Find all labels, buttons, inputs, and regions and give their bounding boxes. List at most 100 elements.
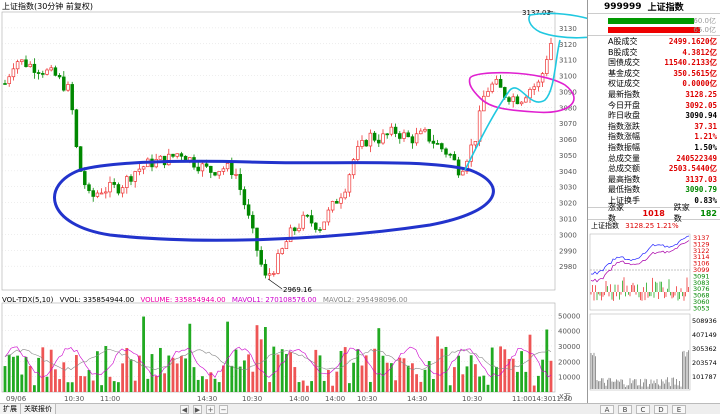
price-tick-label: 3000 [559,231,577,239]
volume-bar [532,385,536,392]
mini-chart[interactable]: 上证指数 3128.25 1.21% 3137 3129 3122 3114 3106 3… [588,220,720,392]
volume-bar [108,376,112,392]
volume-bar [75,355,78,392]
stat-value: 4.3812亿 [682,47,717,57]
volume-bar [213,378,217,392]
stat-value: 3090.94 [685,111,717,121]
ratio-bar-green [608,18,694,24]
stat-value: 0.0000亿 [682,79,717,89]
volume-bar [66,382,70,392]
kline-chart-area[interactable]: 3130 3120 3110 3100 3090 3080 3070 3060 3050 3040… [0,0,587,403]
candle-body [351,159,356,176]
volume-bar [339,350,343,392]
stat-value: 1.50% [694,142,717,152]
advance-decline: 涨家数 1018 跌家数 182 [588,203,720,223]
mini-price-tick: 3091 [693,272,710,280]
price-tick-label: 3100 [559,73,577,81]
volume-bar [369,381,372,392]
volume-bar [457,355,460,392]
candle-body [3,83,7,85]
mini-price-tick: 3099 [693,266,710,274]
volume-bar [70,382,74,392]
price-tick-label: 3120 [559,41,577,49]
panel-tab[interactable]: C [636,405,650,414]
panel-tab[interactable]: A [600,405,614,414]
price-frame [1,11,556,291]
price-tick-label: 3050 [559,152,577,160]
candle-body [15,61,20,70]
candle-body [133,171,137,182]
volume-bar [159,347,162,392]
kline-chart[interactable]: 3130 3120 3110 3100 3090 3080 3070 3060 3050 3040… [0,0,587,403]
mini-price-frame [589,233,691,310]
volume-bar [117,382,120,392]
volume-bar [343,347,347,392]
candle-body [280,248,284,254]
panel-tab[interactable]: B [618,405,632,414]
candle-body [322,221,326,230]
zoom-out-icon[interactable]: − [219,405,228,414]
volume-bar [184,358,187,392]
candle-body [49,67,53,71]
candle-body [87,184,91,191]
stat-value: 11540.2133亿 [664,58,717,68]
ratio-bars: 60.0亿 65.0亿 [588,14,720,36]
volume-bar [16,355,19,392]
mini-intraday-chart[interactable]: 3137312931223114310630993091308330763068… [589,232,720,392]
mini-price-tick: 3106 [693,259,710,267]
annotation-magenta-ellipse [468,71,575,114]
candle-body [540,73,545,83]
volume-tick-label: 40000 [558,328,580,336]
stat-row: 指数涨幅 1.21% [588,132,720,143]
candle-body [175,153,179,157]
stock-code: 999999 [604,1,642,12]
volume-bar [503,349,507,392]
time-tick-label: 11:00 [512,395,532,403]
tab-related-quote[interactable]: 关联报价 [21,403,56,414]
zoom-in-icon[interactable]: + [206,405,215,414]
mini-price-tick: 3114 [693,253,710,261]
scroll-left-icon[interactable]: ◀ [180,405,189,414]
volume-bar [150,354,154,392]
candle-body [360,140,364,147]
time-tick-label: 10:30 [357,395,377,403]
panel-tab[interactable]: E [672,405,686,414]
candle-body [251,214,255,229]
ratio-bottom-value: 65.0亿 [693,26,716,34]
time-tick-label: 14:30 [532,395,552,403]
volume-bar [33,385,36,392]
candle-body [288,227,293,243]
volume-bar [394,380,397,392]
stat-value: 3128.25 [685,89,717,99]
volume-bar [146,378,150,392]
tab-extend[interactable]: 扩展 [0,403,21,414]
min-price-pointer [267,278,283,290]
candle-body [28,63,32,67]
volume-bar [541,359,544,392]
candle-body [74,109,79,148]
scroll-right-icon[interactable]: ▶ [193,405,202,414]
volume-bar [104,346,108,392]
candle-body [536,81,541,88]
candle-body [259,250,263,265]
price-tick-label: 3090 [559,88,577,96]
volume-bar [335,371,339,392]
mini-price-tick: 3137 [693,234,710,242]
mini-volume-tick: 508936 [692,317,717,325]
volume-bar [285,353,288,392]
volume-bar [436,336,439,392]
stat-label: A股成交 [608,37,638,46]
volume-bar [12,356,15,392]
stat-row: 昨日收盘 3090.94 [588,111,720,122]
up-label: 涨家数 [608,203,624,223]
candle-body [339,197,343,204]
candle-body [20,59,24,62]
time-tick-label: 14:00 [325,395,345,403]
volume-bar [112,381,116,392]
panel-tab[interactable]: D [654,405,668,414]
stat-label: 上证换手 [608,195,640,205]
volume-tick-label: 10000 [558,374,580,382]
candle-body [196,166,200,172]
